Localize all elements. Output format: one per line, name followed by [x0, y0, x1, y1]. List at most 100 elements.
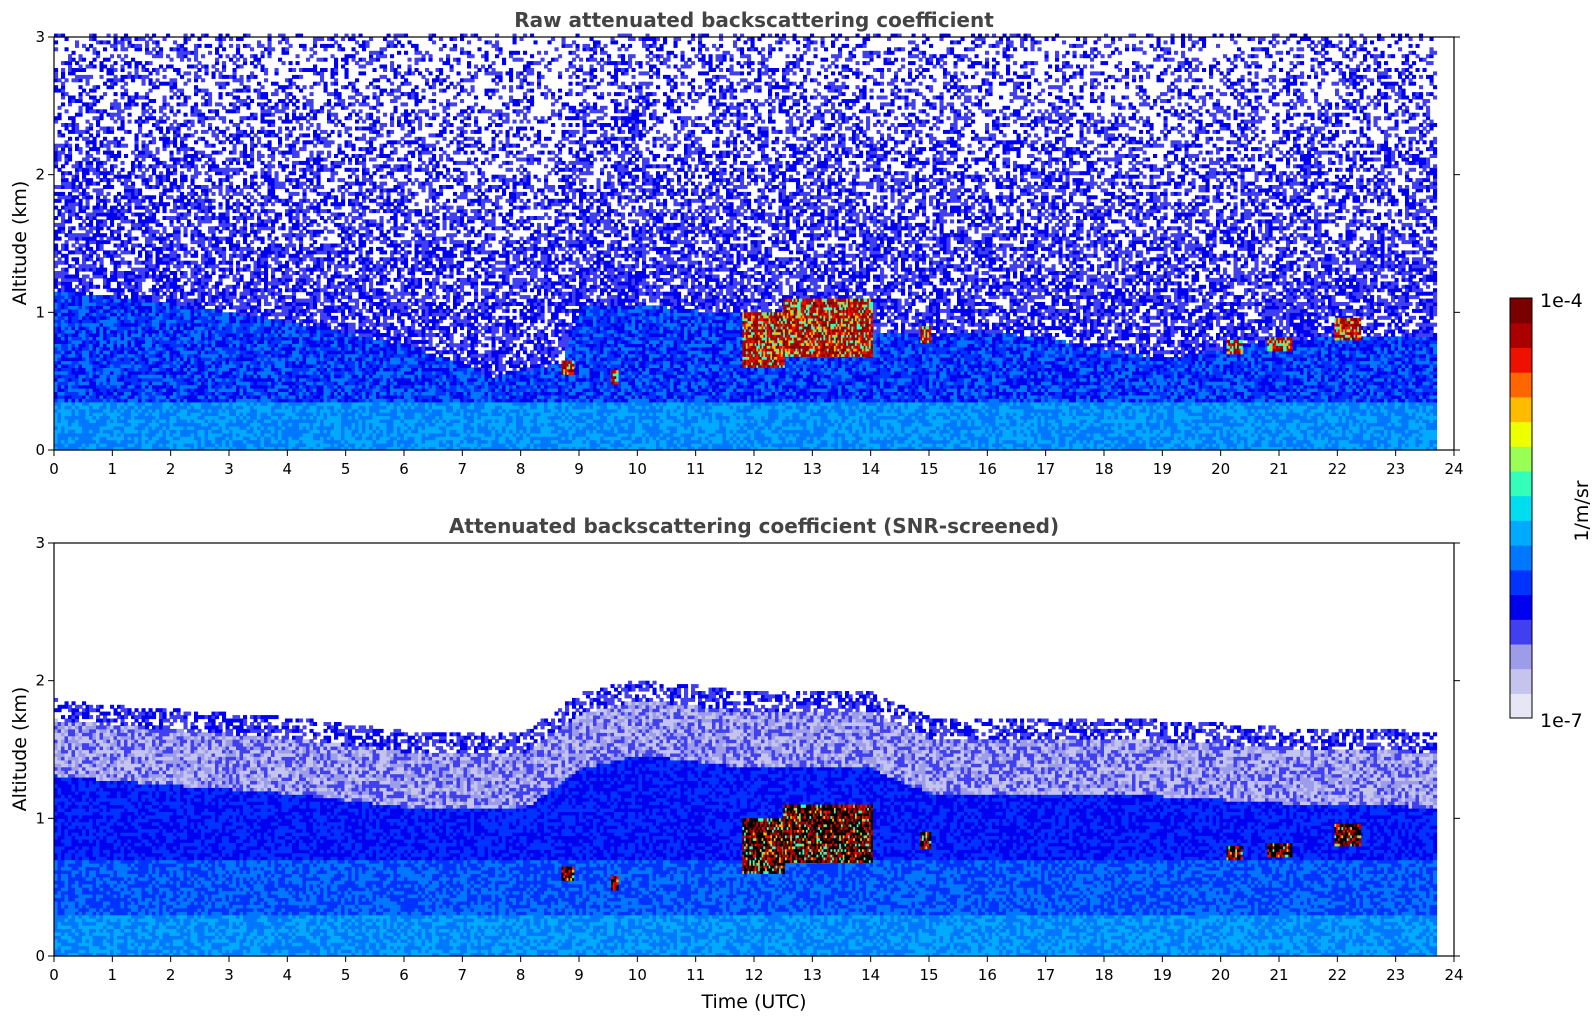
heatmap-cell: [135, 137, 139, 141]
heatmap-cell: [156, 51, 160, 55]
heatmap-cell: [145, 295, 149, 299]
heatmap-cell: [65, 158, 69, 162]
heatmap-cell: [135, 188, 139, 192]
heatmap-cell: [65, 240, 69, 244]
heatmap-cell: [142, 309, 146, 313]
heatmap-cell: [177, 378, 181, 382]
heatmap-cell: [198, 61, 202, 65]
heatmap-cell: [89, 247, 93, 251]
heatmap-cell: [124, 398, 128, 402]
heatmap-cell: [100, 127, 104, 131]
heatmap-cell: [79, 429, 83, 433]
heatmap-cell: [61, 319, 65, 323]
heatmap-cell: [75, 127, 79, 131]
heatmap-cell: [177, 381, 181, 385]
heatmap-cell: [96, 147, 100, 151]
heatmap-cell: [121, 292, 125, 296]
heatmap-cell: [131, 288, 135, 292]
heatmap-cell: [142, 268, 146, 272]
heatmap-cell: [121, 409, 125, 413]
heatmap-cell: [191, 188, 195, 192]
heatmap-cell: [124, 319, 128, 323]
heatmap-cell: [61, 309, 65, 313]
heatmap-cell: [166, 202, 170, 206]
heatmap-cell: [177, 423, 181, 427]
heatmap-cell: [114, 206, 118, 210]
heatmap-cell: [166, 429, 170, 433]
heatmap-cell: [184, 357, 188, 361]
heatmap-cell: [89, 250, 93, 254]
heatmap-cell: [170, 347, 174, 351]
heatmap-cell: [117, 423, 121, 427]
heatmap-cell: [173, 209, 177, 213]
heatmap-cell: [86, 109, 90, 113]
heatmap-cell: [152, 323, 156, 327]
heatmap-cell: [114, 264, 118, 268]
heatmap-cell: [89, 409, 93, 413]
heatmap-cell: [149, 199, 153, 203]
heatmap-cell: [156, 275, 160, 279]
heatmap-cell: [93, 381, 97, 385]
heatmap-cell: [103, 436, 107, 440]
heatmap-cell: [86, 182, 90, 186]
heatmap-cell: [170, 223, 174, 227]
heatmap-cell: [124, 347, 128, 351]
heatmap-cell: [205, 171, 209, 175]
heatmap-cell: [138, 250, 142, 254]
heatmap-cell: [166, 65, 170, 69]
heatmap-cell: [173, 271, 177, 275]
heatmap-cell: [173, 340, 177, 344]
heatmap-cell: [86, 405, 90, 409]
heatmap-cell: [121, 144, 125, 148]
heatmap-cell: [75, 381, 79, 385]
heatmap-cell: [58, 378, 62, 382]
heatmap-cell: [205, 116, 209, 120]
heatmap-cell: [89, 109, 93, 113]
heatmap-cell: [117, 40, 121, 44]
heatmap-cell: [208, 416, 212, 420]
heatmap-cell: [138, 398, 142, 402]
heatmap-cell: [180, 392, 184, 396]
heatmap-cell: [142, 416, 146, 420]
heatmap-cell: [191, 333, 195, 337]
heatmap-cell: [184, 292, 188, 296]
heatmap-cell: [135, 244, 139, 248]
heatmap-cell: [96, 257, 100, 261]
heatmap-cell: [110, 347, 114, 351]
heatmap-cell: [110, 164, 114, 168]
heatmap-cell: [61, 323, 65, 327]
heatmap-cell: [170, 257, 174, 261]
heatmap-cell: [149, 405, 153, 409]
heatmap-cell: [121, 299, 125, 303]
heatmap-cell: [61, 85, 65, 89]
heatmap-cell: [89, 357, 93, 361]
heatmap-cell: [100, 199, 104, 203]
heatmap-cell: [142, 364, 146, 368]
heatmap-cell: [82, 309, 86, 313]
heatmap-cell: [159, 398, 163, 402]
heatmap-cell: [187, 250, 191, 254]
heatmap-cell: [159, 436, 163, 440]
heatmap-cell: [135, 61, 139, 65]
heatmap-cell: [107, 147, 111, 151]
heatmap-cell: [75, 378, 79, 382]
heatmap-cell: [107, 423, 111, 427]
heatmap-cell: [61, 333, 65, 337]
heatmap-cell: [128, 364, 132, 368]
heatmap-cell: [163, 292, 167, 296]
heatmap-cell: [89, 123, 93, 127]
heatmap-cell: [103, 416, 107, 420]
heatmap-cell: [135, 309, 139, 313]
heatmap-cell: [177, 151, 181, 155]
heatmap-cell: [128, 392, 132, 396]
heatmap-cell: [124, 374, 128, 378]
heatmap-cell: [121, 109, 125, 113]
heatmap-cell: [184, 96, 188, 100]
heatmap-cell: [180, 285, 184, 289]
heatmap-cell: [180, 302, 184, 306]
heatmap-cell: [54, 323, 58, 327]
heatmap-cell: [82, 44, 86, 48]
heatmap-cell: [82, 195, 86, 199]
heatmap-cell: [89, 44, 93, 48]
heatmap-cell: [75, 333, 79, 337]
